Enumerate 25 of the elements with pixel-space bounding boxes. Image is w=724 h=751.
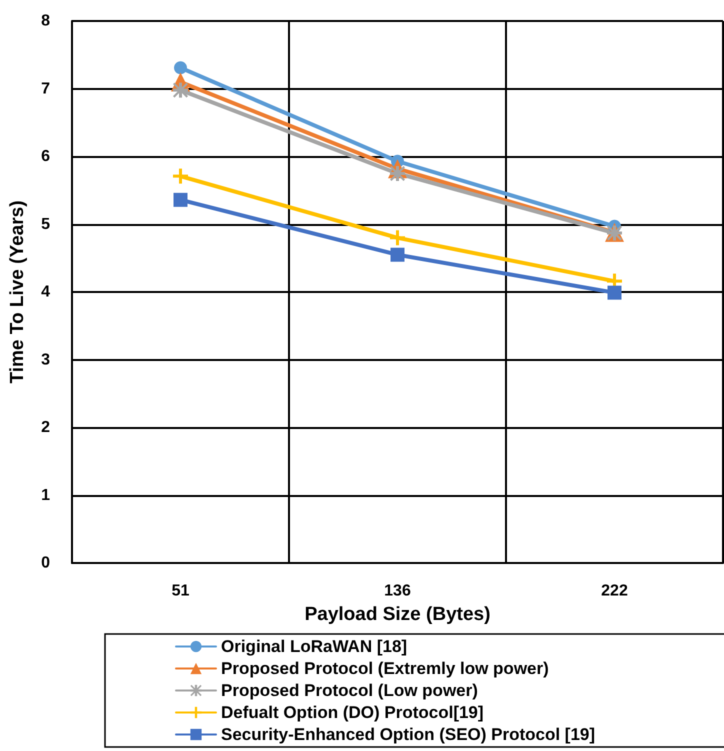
point: [174, 61, 187, 74]
y-tick-label: 4: [41, 284, 50, 300]
x-tick-label: 51: [172, 582, 190, 600]
legend-label: Proposed Protocol (Low power): [221, 681, 478, 700]
legend-label: Proposed Protocol (Extremly low power): [221, 659, 549, 678]
y-tick-label: 0: [41, 554, 50, 572]
point: [608, 286, 622, 300]
point: [173, 168, 188, 184]
y-axis-title: Time To Live (Years): [7, 200, 28, 384]
y-tick-label: 3: [41, 351, 50, 368]
legend-label: Original LoRaWAN [18]: [221, 637, 408, 656]
point: [390, 230, 405, 246]
point: [174, 192, 188, 207]
y-tick-label: 7: [41, 80, 50, 98]
x-tick-label: 222: [601, 582, 628, 600]
y-tick-label: 5: [41, 216, 50, 233]
x-axis-title: Payload Size (Bytes): [304, 604, 490, 625]
y-tick-label: 6: [41, 148, 50, 165]
legend-label: Security-Enhanced Option (SEO) Protocol [19]: [221, 725, 596, 744]
legend-label: Defualt Option (DO) Protocol[19]: [221, 703, 484, 722]
x-tick-label: 136: [384, 582, 411, 600]
y-tick-label: 2: [41, 419, 50, 436]
point: [390, 248, 404, 262]
y-tick-label: 1: [41, 486, 50, 504]
y-tick-label: 8: [41, 12, 50, 30]
